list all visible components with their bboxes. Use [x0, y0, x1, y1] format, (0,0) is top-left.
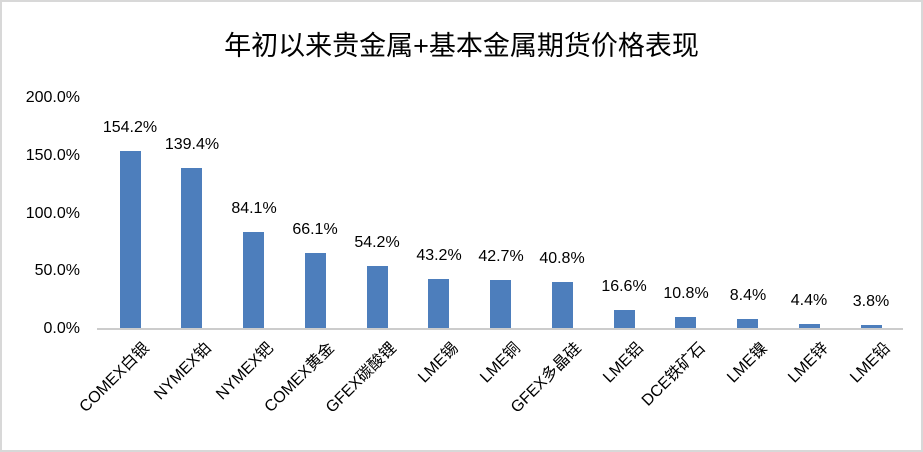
bar-value-label: 4.4%: [790, 292, 828, 309]
bar-value-label: 16.6%: [601, 278, 647, 295]
bar-value-label: 154.2%: [102, 119, 158, 136]
bar: [552, 282, 573, 329]
bar: [737, 319, 758, 329]
bar: [181, 168, 202, 329]
y-axis-tick-label: 150.0%: [25, 147, 80, 164]
bar-value-label: 42.7%: [478, 248, 524, 265]
y-axis-tick-label: 100.0%: [25, 205, 80, 222]
bar: [367, 266, 388, 329]
bar-value-label: 43.2%: [416, 247, 462, 264]
bar-value-label: 139.4%: [164, 136, 220, 153]
bar: [675, 317, 696, 329]
bar-value-label: 54.2%: [354, 234, 400, 251]
bar: [428, 279, 449, 329]
bar: [305, 253, 326, 329]
y-axis-tick-label: 0.0%: [43, 320, 80, 337]
y-axis-tick-label: 200.0%: [25, 89, 80, 106]
bar: [614, 310, 635, 329]
bar-value-label: 10.8%: [663, 285, 709, 302]
bar: [120, 151, 141, 329]
bar: [799, 324, 820, 329]
bar-value-label: 84.1%: [231, 200, 277, 217]
bar-value-label: 8.4%: [729, 287, 767, 304]
chart-title: 年初以来贵金属+基本金属期货价格表现: [224, 31, 699, 61]
bar-value-label: 40.8%: [539, 250, 585, 267]
bar-value-label: 3.8%: [852, 293, 890, 310]
bar-value-label: 66.1%: [292, 221, 338, 238]
bar: [861, 325, 882, 329]
y-axis-tick-label: 50.0%: [34, 262, 80, 279]
bar: [243, 232, 264, 329]
bar: [490, 280, 511, 329]
x-axis-line: [97, 328, 903, 330]
